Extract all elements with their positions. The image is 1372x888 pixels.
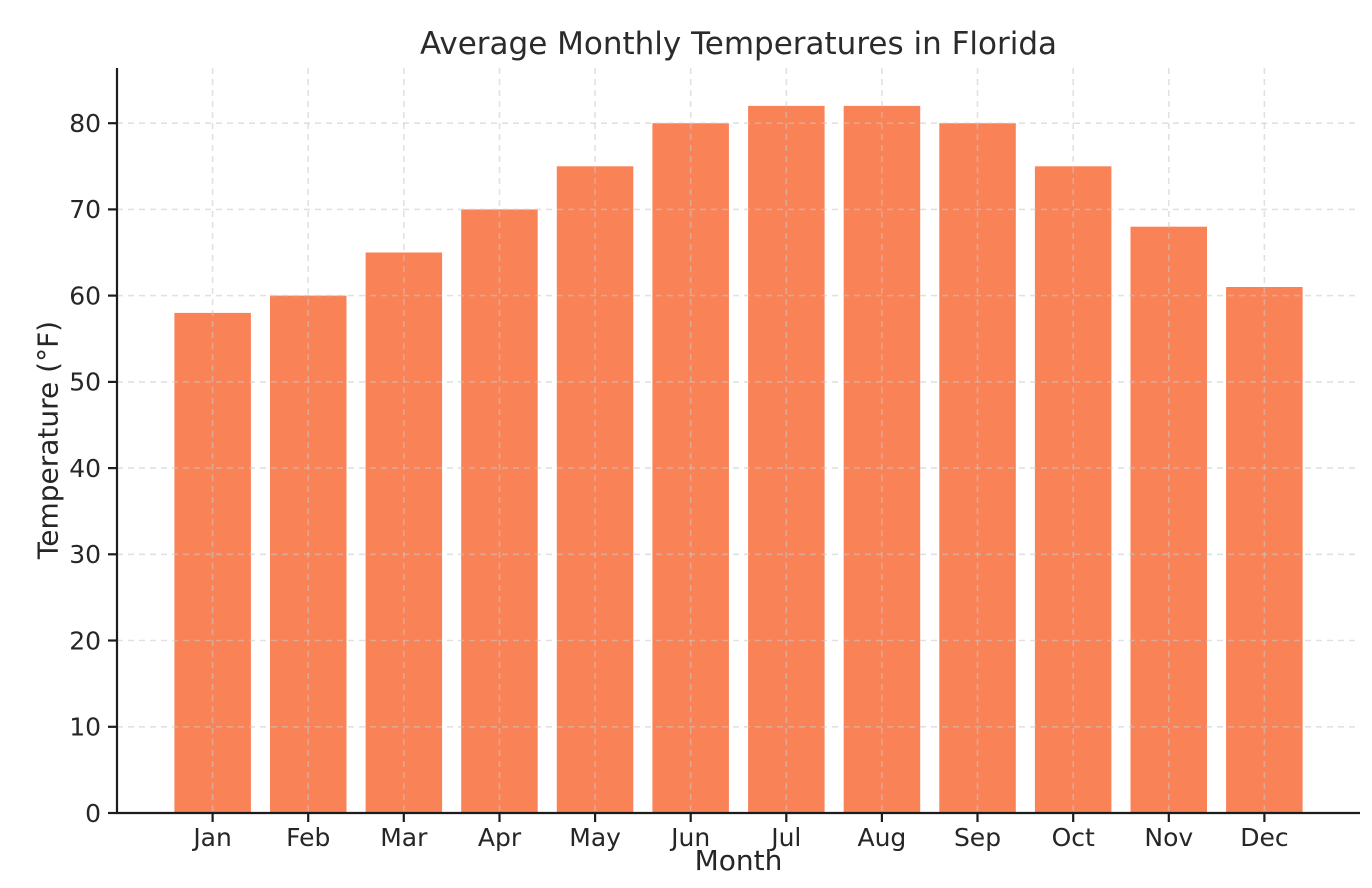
y-tick-label: 50	[69, 368, 101, 397]
y-tick-label: 20	[69, 626, 101, 655]
y-tick-label: 30	[69, 540, 101, 569]
bar-dec	[1226, 287, 1303, 813]
x-tick-label: Oct	[1052, 823, 1095, 852]
y-tick-label: 70	[69, 195, 101, 224]
x-tick-label: Dec	[1240, 823, 1288, 852]
y-tick-label: 80	[69, 109, 101, 138]
x-tick-label: Feb	[286, 823, 330, 852]
x-tick-label: May	[569, 823, 621, 852]
x-tick-label: Apr	[478, 823, 522, 852]
x-tick-label: Jun	[669, 823, 710, 852]
y-tick-label: 0	[85, 799, 101, 828]
x-tick-label: Sep	[954, 823, 1001, 852]
y-tick-label: 60	[69, 281, 101, 310]
x-tick-label: Jul	[769, 823, 801, 852]
x-axis-label: Month	[694, 844, 783, 877]
x-tick-label: Nov	[1144, 823, 1193, 852]
x-tick-label: Aug	[857, 823, 906, 852]
y-tick-label: 10	[69, 713, 101, 742]
y-tick-label: 40	[69, 454, 101, 483]
x-tick-label: Jan	[191, 823, 232, 852]
chart-title: Average Monthly Temperatures in Florida	[419, 26, 1058, 62]
x-tick-label: Mar	[380, 823, 428, 852]
